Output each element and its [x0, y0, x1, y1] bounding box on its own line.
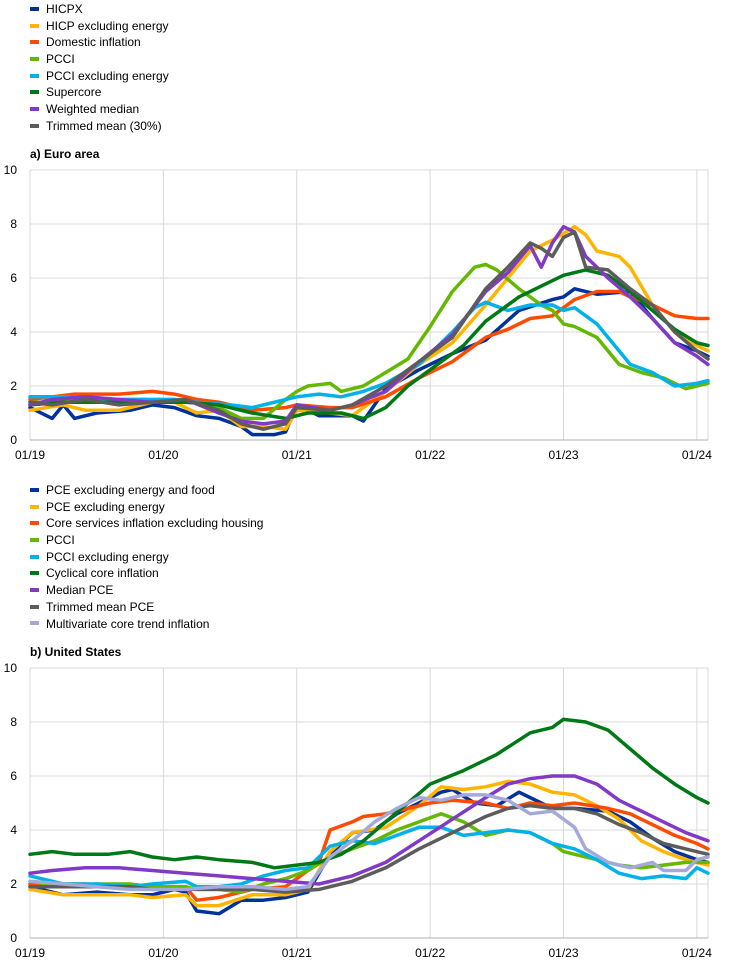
- legend-label: HICP excluding energy: [46, 18, 169, 33]
- legend-swatch: [30, 604, 39, 609]
- legend-item: Trimmed mean PCE: [30, 599, 263, 616]
- series-line-median-pce: [28, 774, 710, 886]
- legend-swatch: [30, 40, 39, 45]
- y-tick-label: 8: [10, 217, 17, 231]
- x-tick-label: 01/21: [282, 946, 312, 960]
- x-tick-label: 01/19: [15, 448, 45, 460]
- legend-item: Trimmed mean (30%): [30, 118, 169, 135]
- series-line-multivariate-core-trend-inflation: [28, 793, 710, 892]
- legend-label: PCCI: [46, 52, 75, 67]
- y-tick-label: 10: [4, 163, 18, 177]
- legend-swatch: [30, 123, 39, 128]
- legend-item: PCCI: [30, 532, 263, 549]
- panel-title-euro-area: a) Euro area: [30, 147, 100, 161]
- legend-item: Multivariate core trend inflation: [30, 616, 263, 633]
- legend-label: PCCI excluding energy: [46, 68, 169, 83]
- x-tick-label: 01/22: [415, 448, 445, 460]
- legend-swatch: [30, 56, 39, 61]
- legend-swatch: [30, 90, 39, 95]
- legend-label: Supercore: [46, 85, 102, 100]
- x-tick-label: 01/23: [548, 946, 578, 960]
- x-tick-label: 01/23: [548, 448, 578, 460]
- x-tick-label: 01/21: [282, 448, 312, 460]
- legend-swatch: [30, 504, 39, 509]
- legend-item: Domestic inflation: [30, 34, 169, 51]
- legend-label: Weighted median: [46, 102, 140, 117]
- legend-label: PCE excluding energy: [46, 499, 165, 514]
- series-line-pce-excluding-energy: [28, 779, 710, 908]
- legend-label: Trimmed mean PCE: [46, 599, 155, 614]
- legend-item: Weighted median: [30, 101, 169, 118]
- legend-swatch: [30, 6, 39, 11]
- legend-swatch: [30, 621, 39, 626]
- y-tick-label: 4: [10, 823, 17, 837]
- y-tick-label: 0: [10, 931, 17, 945]
- legend-label: PCCI: [46, 533, 75, 548]
- y-tick-label: 0: [10, 433, 17, 447]
- legend-item: PCCI excluding energy: [30, 549, 263, 566]
- y-tick-label: 6: [10, 271, 17, 285]
- x-tick-label: 01/22: [415, 946, 445, 960]
- panel-title-united-states: b) United States: [30, 645, 122, 659]
- legend-label: Trimmed mean (30%): [46, 118, 162, 133]
- legend-swatch: [30, 487, 39, 492]
- legend-swatch: [30, 521, 39, 526]
- x-tick-label: 01/24: [682, 448, 712, 460]
- legend-item: HICP excluding energy: [30, 18, 169, 35]
- y-tick-label: 4: [10, 325, 17, 339]
- legend-item: PCCI: [30, 51, 169, 68]
- legend-item: HICPX: [30, 1, 169, 18]
- x-tick-label: 01/24: [682, 946, 712, 960]
- y-tick-label: 6: [10, 769, 17, 783]
- legend-label: Domestic inflation: [46, 35, 141, 50]
- series-line-trimmed-mean-pce: [28, 803, 710, 894]
- y-tick-label: 10: [4, 661, 18, 675]
- legend-item: PCE excluding energy: [30, 499, 263, 516]
- legend-label: Cyclical core inflation: [46, 566, 159, 581]
- legend-label: PCE excluding energy and food: [46, 483, 215, 497]
- legend-swatch: [30, 537, 39, 542]
- y-tick-label: 2: [10, 379, 17, 393]
- legend-united-states: PCE excluding energy and food PCE exclud…: [30, 482, 263, 632]
- legend-item: Core services inflation excluding housin…: [30, 515, 263, 532]
- legend-label: HICPX: [46, 2, 83, 16]
- legend-label: Multivariate core trend inflation: [46, 616, 210, 631]
- legend-swatch: [30, 23, 39, 28]
- legend-label: Core services inflation excluding housin…: [46, 516, 264, 531]
- legend-item: PCE excluding energy and food: [30, 482, 263, 499]
- legend-label: Median PCE: [46, 583, 114, 598]
- legend-item: PCCI excluding energy: [30, 68, 169, 85]
- series-line-hicpx: [28, 287, 710, 437]
- legend-euro-area: HICPX HICP excluding energy Domestic inf…: [30, 1, 169, 135]
- x-tick-label: 01/19: [15, 946, 45, 960]
- legend-swatch: [30, 587, 39, 592]
- chart-euro-area: 0 2 4 6 8 10 01/19 01/20 01/21 01/22 01/23 01/24: [4, 163, 713, 460]
- x-tick-label: 01/20: [148, 448, 178, 460]
- legend-label: PCCI excluding energy: [46, 549, 169, 564]
- series-line-domestic-inflation: [28, 289, 710, 413]
- legend-swatch: [30, 554, 39, 559]
- legend-swatch: [30, 73, 39, 78]
- chart-united-states: 0 2 4 6 8 10 01/19 01/20 01/21 01/22 01/23 01/24: [4, 661, 713, 960]
- series-line-pcci-excluding-energy: [28, 825, 710, 889]
- legend-item: Median PCE: [30, 582, 263, 599]
- legend-item: Cyclical core inflation: [30, 565, 263, 582]
- series-line-trimmed-mean-30: [28, 230, 710, 431]
- y-tick-label: 8: [10, 715, 17, 729]
- x-tick-label: 01/20: [148, 946, 178, 960]
- series-line-cyclical-core-inflation: [28, 717, 710, 870]
- legend-item: Supercore: [30, 84, 169, 101]
- y-tick-label: 2: [10, 877, 17, 891]
- legend-swatch: [30, 106, 39, 111]
- legend-swatch: [30, 571, 39, 576]
